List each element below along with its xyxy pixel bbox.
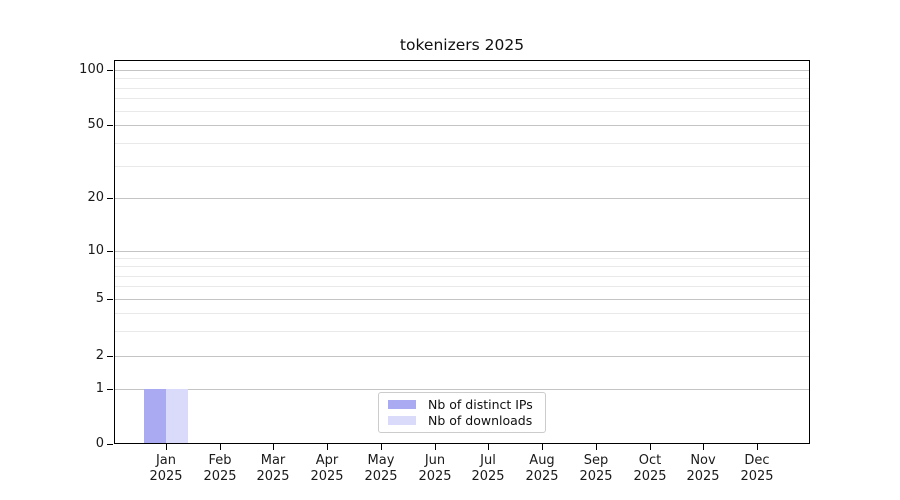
y-gridline-minor: [114, 276, 810, 277]
x-axis-tick: [703, 444, 704, 450]
y-axis-tick-label: 10: [87, 243, 104, 258]
y-axis-tick: [107, 251, 113, 252]
x-axis-tick: [488, 444, 489, 450]
x-label-year: 2025: [364, 469, 398, 484]
x-axis-tick-label: Dec 2025: [725, 453, 789, 485]
x-label-year: 2025: [686, 469, 720, 484]
y-axis-tick-label: 2: [95, 348, 104, 363]
legend-label-downloads: Nb of downloads: [428, 413, 533, 428]
y-gridline-major: [114, 198, 810, 199]
y-axis-tick: [107, 389, 113, 390]
legend-swatch-distinct-ips-icon: [388, 400, 416, 409]
x-label-year: 2025: [525, 469, 559, 484]
x-label-year: 2025: [579, 469, 613, 484]
chart-title: tokenizers 2025: [399, 36, 525, 54]
x-axis-tick-label: May 2025: [349, 453, 413, 485]
y-gridline-minor: [114, 111, 810, 112]
x-axis-tick-label: Aug 2025: [510, 453, 574, 485]
plot-area: [114, 60, 810, 444]
y-axis-tick-label: 1: [95, 381, 104, 396]
x-axis-tick: [220, 444, 221, 450]
x-label-year: 2025: [310, 469, 344, 484]
y-gridline-minor: [114, 313, 810, 314]
x-label-year: 2025: [471, 469, 505, 484]
y-axis-tick-label: 100: [79, 62, 104, 77]
x-label-month: Feb: [208, 453, 232, 468]
legend-label-distinct-ips: Nb of distinct IPs: [428, 397, 533, 412]
x-label-month: Aug: [529, 453, 555, 468]
y-gridline-major: [114, 70, 810, 71]
x-axis-tick: [596, 444, 597, 450]
y-gridline-major: [114, 299, 810, 300]
x-label-month: Sep: [583, 453, 609, 468]
y-axis-tick-label: 5: [95, 291, 104, 306]
y-axis-tick: [107, 70, 113, 71]
y-axis-tick: [107, 198, 113, 199]
y-gridline-minor: [114, 166, 810, 167]
x-axis-tick: [166, 444, 167, 450]
y-axis-tick-label: 20: [87, 190, 104, 205]
x-axis-tick-label: Oct 2025: [618, 453, 682, 485]
x-axis-tick: [273, 444, 274, 450]
legend-swatch-downloads-icon: [388, 416, 416, 425]
legend-item-downloads: Nb of downloads: [388, 413, 536, 428]
x-axis-tick-label: Feb 2025: [188, 453, 252, 485]
y-gridline-major: [114, 356, 810, 357]
y-gridline-minor: [114, 88, 810, 89]
y-gridline-minor: [114, 98, 810, 99]
legend: Nb of distinct IPs Nb of downloads: [378, 392, 546, 433]
y-axis-tick-label: 0: [95, 436, 104, 451]
y-axis-tick-label: 50: [87, 117, 104, 132]
bar-downloads: [166, 389, 188, 444]
x-label-month: Dec: [744, 453, 770, 468]
y-gridline-minor: [114, 143, 810, 144]
x-label-year: 2025: [256, 469, 290, 484]
x-axis-tick: [650, 444, 651, 450]
x-axis-tick: [381, 444, 382, 450]
y-gridline-major: [114, 389, 810, 390]
x-label-month: Jan: [155, 453, 177, 468]
x-label-month: Jul: [480, 453, 496, 468]
x-axis-tick-label: Mar 2025: [241, 453, 305, 485]
x-label-month: Nov: [690, 453, 716, 468]
x-axis-tick: [542, 444, 543, 450]
x-axis-tick: [435, 444, 436, 450]
y-gridline-minor: [114, 78, 810, 79]
y-axis-tick: [107, 444, 113, 445]
x-label-year: 2025: [418, 469, 452, 484]
y-axis-tick: [107, 125, 113, 126]
x-axis-tick-label: Nov 2025: [671, 453, 735, 485]
bar-distinct-ips: [144, 389, 166, 444]
y-gridline-minor: [114, 286, 810, 287]
x-label-year: 2025: [740, 469, 774, 484]
x-axis-tick-label: Jan 2025: [134, 453, 198, 485]
x-axis-tick-label: Sep 2025: [564, 453, 628, 485]
y-gridline-minor: [114, 266, 810, 267]
x-axis-tick-label: Apr 2025: [295, 453, 359, 485]
x-label-month: Jun: [424, 453, 446, 468]
x-axis-tick-label: Jun 2025: [403, 453, 467, 485]
y-gridline-major: [114, 125, 810, 126]
x-label-month: Oct: [638, 453, 662, 468]
x-axis-tick: [757, 444, 758, 450]
x-label-year: 2025: [203, 469, 237, 484]
y-axis-tick: [107, 299, 113, 300]
x-axis-tick-label: Jul 2025: [456, 453, 520, 485]
x-label-year: 2025: [149, 469, 183, 484]
y-gridline-major: [114, 251, 810, 252]
y-gridline-minor: [114, 331, 810, 332]
x-label-year: 2025: [633, 469, 667, 484]
y-axis-tick: [107, 356, 113, 357]
x-label-month: Mar: [260, 453, 286, 468]
y-gridline-minor: [114, 258, 810, 259]
legend-item-distinct-ips: Nb of distinct IPs: [388, 397, 536, 412]
x-axis-tick: [327, 444, 328, 450]
x-label-month: May: [367, 453, 395, 468]
x-label-month: Apr: [315, 453, 339, 468]
